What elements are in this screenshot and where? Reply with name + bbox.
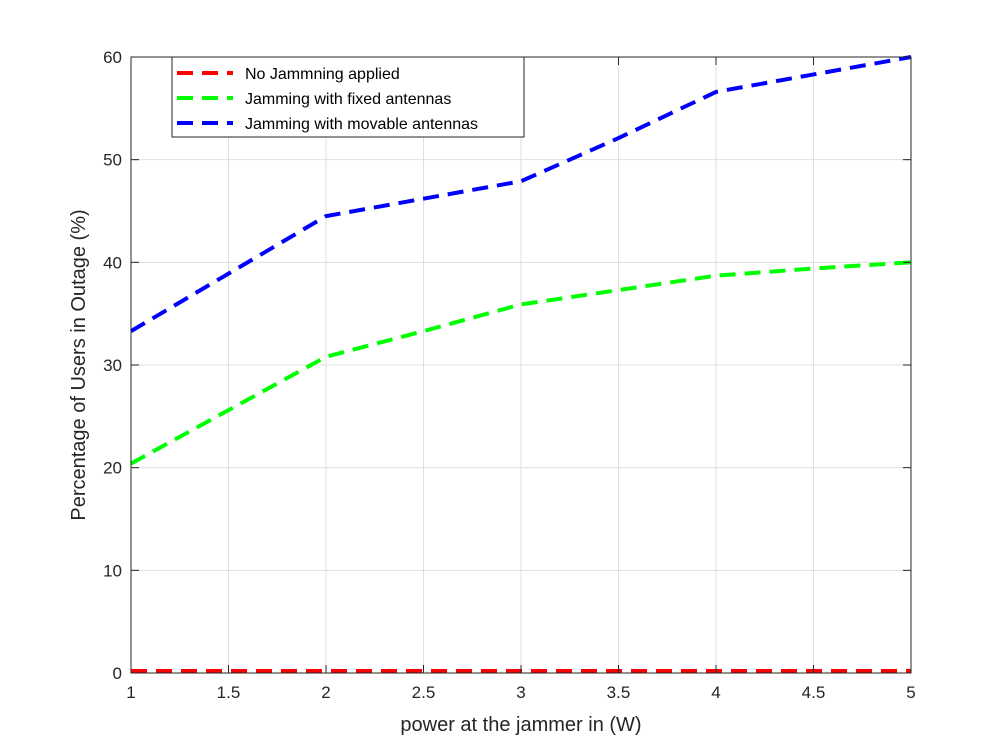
y-tick-label: 10	[103, 561, 122, 580]
x-tick-label: 1	[126, 683, 135, 702]
legend: No Jammning applied Jamming with fixed an…	[171, 56, 525, 138]
x-tick-label: 2	[321, 683, 330, 702]
y-tick-label: 20	[103, 459, 122, 478]
x-tick-label: 1.5	[217, 683, 241, 702]
x-tick-label: 4	[711, 683, 720, 702]
x-tick-label: 2.5	[412, 683, 436, 702]
legend-label: No Jammning applied	[245, 66, 400, 83]
legend-label: Jamming with fixed antennas	[245, 91, 451, 108]
legend-label: Jamming with movable antennas	[245, 116, 478, 133]
x-tick-label: 5	[906, 683, 915, 702]
x-tick-label: 3.5	[607, 683, 631, 702]
series-line-2	[130, 260, 912, 466]
y-tick-label: 30	[103, 356, 122, 375]
x-tick-label: 3	[516, 683, 525, 702]
y-tick-label: 50	[103, 151, 122, 170]
series-line-3	[129, 55, 912, 333]
y-tick-label: 40	[103, 253, 122, 272]
x-tick-label: 4.5	[802, 683, 826, 702]
x-axis-label: power at the jammer in (W)	[400, 714, 641, 736]
y-axis-label: Percentage of Users in Outage (%)	[68, 209, 90, 520]
y-tick-label: 0	[113, 664, 122, 683]
y-tick-label: 60	[103, 48, 122, 67]
